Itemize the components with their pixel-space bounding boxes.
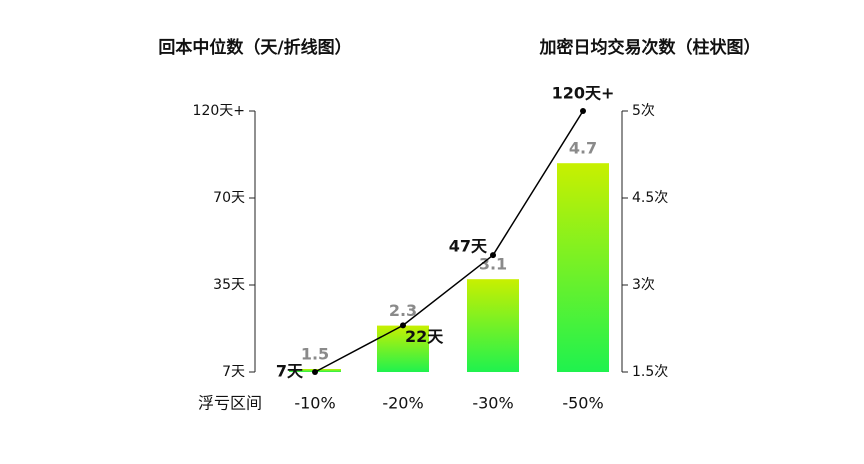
bar-value-label: 4.7 [569, 139, 597, 158]
line-value-label: 7天 [276, 362, 304, 381]
line-value-label: 47天 [449, 237, 488, 256]
bar-value-label: 1.5 [301, 345, 329, 364]
x-tick-label: -10% [294, 394, 335, 413]
y-axis-title: 回本中位数（天/折线图） [158, 37, 351, 58]
y2-axis-title: 加密日均交易次数（柱状图） [539, 37, 761, 58]
y2-tick-label: 4.5次 [632, 190, 668, 206]
bar-value-label: 3.1 [479, 255, 507, 274]
line-point [490, 252, 496, 259]
line-point [400, 322, 406, 329]
x-tick-label: -20% [382, 394, 423, 413]
y2-tick-label: 5次 [632, 103, 655, 119]
bar [467, 279, 519, 372]
y-tick-label: 70天 [213, 190, 245, 206]
x-axis-title: 浮亏区间 [198, 394, 262, 413]
line-value-label: 120天+ [552, 84, 615, 103]
bar-value-label: 2.3 [389, 301, 417, 320]
x-tick-label: -50% [562, 394, 603, 413]
bar [557, 163, 609, 372]
y-tick-label: 7天 [222, 364, 245, 380]
line-point [312, 369, 318, 375]
line-point [580, 108, 586, 114]
line [314, 110, 584, 373]
bar [377, 325, 429, 372]
y2-tick-label: 3次 [632, 277, 655, 293]
x-tick-label: -30% [472, 394, 513, 413]
line-value-label: 22天 [405, 327, 444, 346]
y-tick-label: 35天 [213, 277, 245, 293]
y-tick-label: 120天+ [193, 103, 245, 119]
y2-tick-label: 1.5次 [632, 364, 668, 380]
